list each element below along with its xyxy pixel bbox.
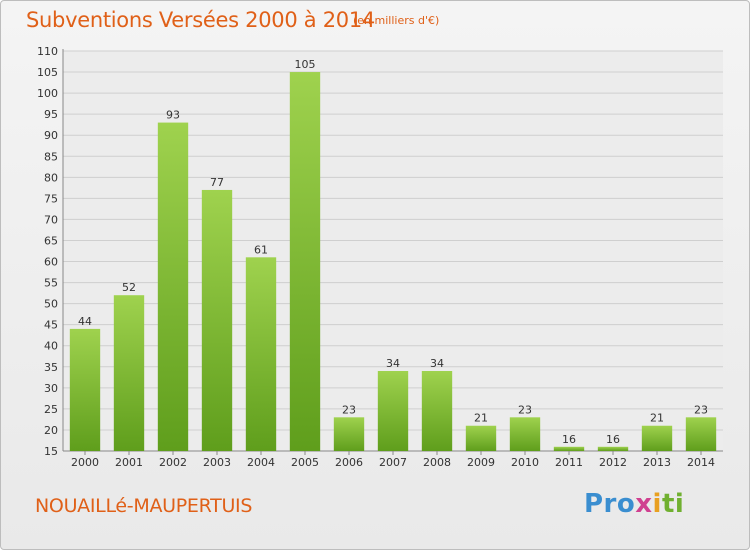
bar-value-label: 23 [342,403,356,416]
x-tick-label: 2003 [203,456,231,469]
chart-title: Subventions Versées 2000 à 2014 [26,8,375,32]
bar-value-label: 21 [474,412,488,425]
logo-part: Pro [584,489,636,519]
bar-value-label: 34 [386,357,400,370]
y-tick-label: 50 [44,298,58,311]
labels: 44 52 93 77 61 105 23 34 34 21 23 16 16 21 23 [78,58,708,446]
bars [69,72,717,451]
y-tick-label: 85 [44,150,58,163]
bar-value-label: 105 [295,58,316,71]
x-tick-label: 2012 [599,456,627,469]
bar-value-label: 23 [694,403,708,416]
bar-value-label: 23 [518,403,532,416]
x-tick-label: 2007 [379,456,407,469]
y-tick-label: 25 [44,403,58,416]
x-tick-label: 2008 [423,456,451,469]
x-tick-label: 2013 [643,456,671,469]
bar [157,122,189,451]
bar [421,371,453,451]
x-tick-label: 2011 [555,456,583,469]
axes: 15 20 25 30 35 40 45 50 55 60 65 70 75 80 85 90 95 100 105… [37,45,723,469]
x-tick-label: 2000 [71,456,99,469]
y-tick-label: 110 [37,45,58,58]
place-name: NOUAILLé-MAUPERTUIS [35,495,253,517]
bar [509,417,541,451]
y-tick-label: 70 [44,213,58,226]
x-tick-label: 2010 [511,456,539,469]
bar-value-label: 77 [210,176,224,189]
bar [69,328,101,451]
y-tick-label: 45 [44,319,58,332]
y-tick-label: 90 [44,129,58,142]
bar [465,425,497,451]
y-tick-label: 35 [44,361,58,374]
bar [685,417,717,451]
bar [113,295,145,451]
bar-value-label: 52 [122,281,136,294]
y-tick-label: 105 [37,66,58,79]
bar-value-label: 61 [254,243,268,256]
bar-value-label: 16 [606,433,620,446]
x-tick-label: 2014 [687,456,715,469]
proxiti-logo: Proxiti [584,489,684,519]
y-tick-label: 95 [44,108,58,121]
bar-value-label: 44 [78,315,92,328]
bar [553,446,585,451]
y-tick-label: 30 [44,382,58,395]
y-tick-label: 20 [44,424,58,437]
bar [333,417,365,451]
y-tick-label: 80 [44,171,58,184]
chart-subtitle: (en milliers d'€) [353,14,440,27]
bar-value-label: 34 [430,357,444,370]
bar-value-label: 21 [650,412,664,425]
bar [201,189,233,451]
bar [289,72,321,451]
bar [641,425,673,451]
y-tick-label: 65 [44,234,58,247]
y-tick-label: 75 [44,192,58,205]
bar [597,446,629,451]
logo-part: ti [661,489,685,519]
x-tick-label: 2005 [291,456,319,469]
bar [245,257,277,451]
x-tick-label: 2001 [115,456,143,469]
y-tick-label: 55 [44,277,58,290]
x-tick-label: 2006 [335,456,363,469]
bar-value-label: 93 [166,109,180,122]
y-tick-label: 100 [37,87,58,100]
y-tick-label: 40 [44,340,58,353]
y-tick-label: 15 [44,445,58,458]
y-tick-label: 60 [44,256,58,269]
x-tick-label: 2004 [247,456,275,469]
bar [377,371,409,451]
bar-value-label: 16 [562,433,576,446]
logo-part: i [652,489,662,519]
x-tick-label: 2002 [159,456,187,469]
x-tick-label: 2009 [467,456,495,469]
logo-part: x [635,489,653,519]
